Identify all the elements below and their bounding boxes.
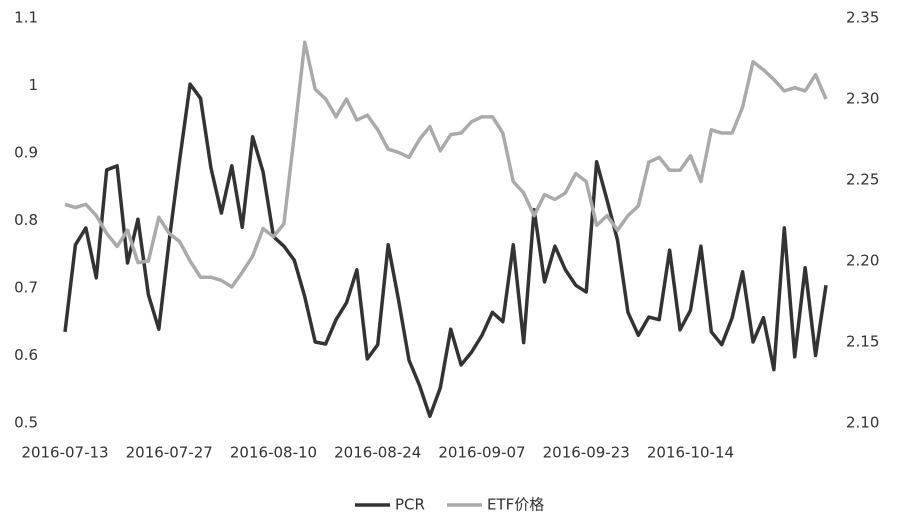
y2-tick-label: 2.10 [846, 414, 879, 432]
y-tick-label: 0.6 [14, 346, 38, 364]
y2-tick-label: 2.25 [846, 171, 879, 189]
x-tick-label: 2016-08-24 [334, 444, 421, 462]
x-tick-label: 2016-09-23 [543, 444, 630, 462]
x-tick-label: 2016-07-27 [126, 444, 213, 462]
x-tick-label: 2016-08-10 [230, 444, 317, 462]
y-tick-label: 1 [28, 76, 38, 94]
legend-label: ETF价格 [487, 496, 544, 514]
y-tick-label: 0.9 [14, 144, 38, 162]
y-tick-label: 0.5 [14, 414, 38, 432]
x-tick-label: 2016-10-14 [647, 444, 734, 462]
legend-label: PCR [395, 496, 425, 514]
y2-tick-label: 2.15 [846, 333, 879, 351]
series-line [64, 40, 828, 289]
y-tick-label: 0.7 [14, 279, 38, 297]
y2-tick-label: 2.35 [846, 9, 879, 27]
series-line [63, 82, 828, 418]
y-tick-label: 1.1 [14, 9, 38, 27]
y2-tick-label: 2.20 [846, 252, 879, 270]
x-tick-label: 2016-07-13 [21, 444, 108, 462]
y-tick-label: 0.8 [14, 211, 38, 229]
x-tick-label: 2016-09-07 [438, 444, 525, 462]
y2-tick-label: 2.30 [846, 90, 879, 108]
